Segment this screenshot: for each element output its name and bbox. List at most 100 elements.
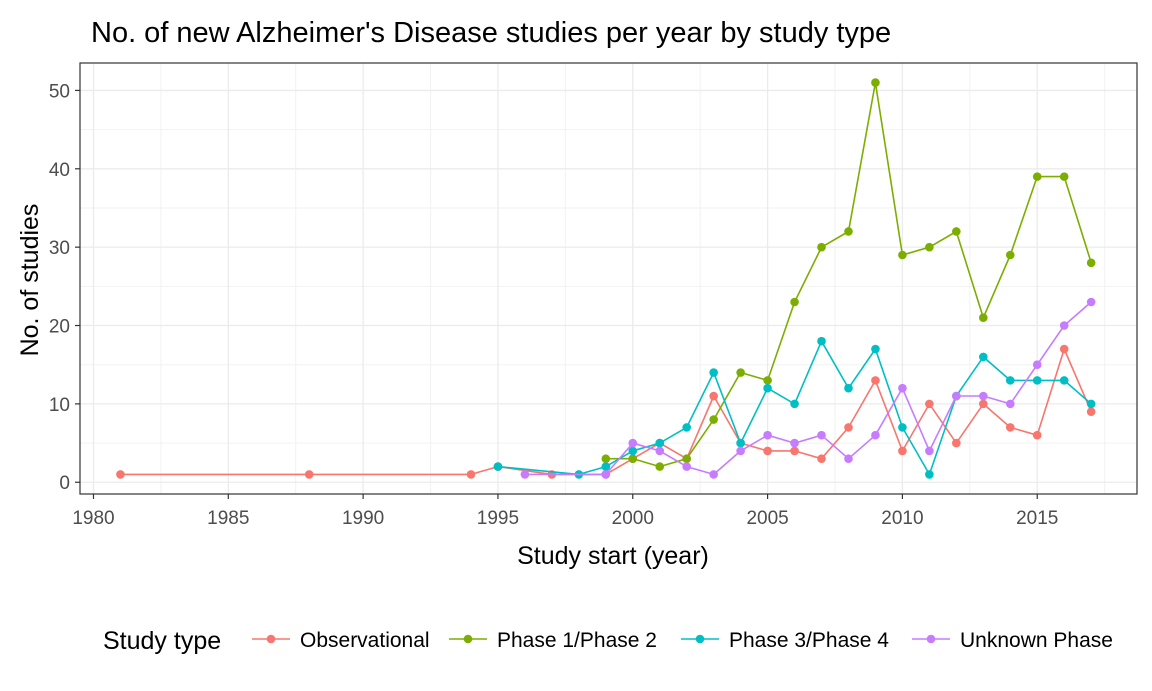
legend-key-point: [463, 634, 473, 644]
legend-label: Phase 3/Phase 4: [729, 629, 889, 652]
data-point-observational: [466, 470, 476, 479]
data-point-unknown-phase: [682, 462, 691, 471]
data-point-unknown-phase: [844, 454, 853, 464]
data-point-unknown-phase: [1005, 399, 1015, 409]
data-point-phase-3-phase-4: [1032, 376, 1042, 385]
data-point-unknown-phase: [871, 430, 880, 440]
data-point-phase-3-phase-4: [628, 446, 638, 456]
series-layer: [116, 78, 1096, 479]
x-axis-title: Study start (year): [517, 542, 709, 570]
data-point-unknown-phase: [655, 446, 665, 456]
data-point-unknown-phase: [1086, 297, 1096, 307]
series-phase-3-phase-4: [493, 336, 1096, 479]
data-point-unknown-phase: [763, 430, 772, 440]
series-unknown-phase: [520, 297, 1096, 479]
data-point-unknown-phase: [628, 438, 638, 448]
data-point-phase-1-phase-2: [925, 242, 934, 252]
data-point-phase-3-phase-4: [1059, 376, 1069, 385]
data-point-unknown-phase: [736, 446, 745, 456]
data-point-phase-3-phase-4: [1005, 376, 1015, 385]
data-point-unknown-phase: [952, 391, 961, 401]
data-point-phase-1-phase-2: [1059, 172, 1069, 181]
data-point-phase-1-phase-2: [790, 297, 799, 307]
x-tick-label: 1980: [72, 508, 114, 529]
data-point-observational: [952, 438, 961, 448]
data-point-observational: [1005, 423, 1015, 432]
series-line-unknown-phase: [524, 301, 1092, 476]
data-point-phase-1-phase-2: [655, 462, 665, 471]
legend-item-unknown-phase: Unknown Phase: [912, 629, 1113, 652]
legend: Study type Observational Phase 1/Phase 2 P…: [103, 627, 1113, 655]
data-point-unknown-phase: [817, 430, 826, 440]
data-point-phase-1-phase-2: [763, 376, 772, 385]
data-point-phase-1-phase-2: [817, 242, 826, 252]
data-point-phase-3-phase-4: [871, 344, 880, 354]
data-point-unknown-phase: [790, 438, 799, 448]
data-point-observational: [1032, 430, 1042, 440]
data-point-unknown-phase: [979, 391, 988, 401]
data-point-phase-1-phase-2: [682, 454, 691, 464]
x-tick-label: 2010: [881, 508, 923, 529]
x-tick-label: 2000: [612, 508, 654, 529]
data-point-phase-3-phase-4: [790, 399, 799, 409]
data-point-observational: [709, 391, 718, 401]
data-point-phase-1-phase-2: [628, 454, 638, 464]
legend-item-observational: Observational: [252, 629, 430, 652]
legend-item-phase-3-phase-4: Phase 3/Phase 4: [681, 629, 889, 652]
data-point-observational: [844, 423, 853, 432]
y-tick-label: 50: [49, 81, 70, 102]
data-point-observational: [979, 399, 988, 409]
legend-title: Study type: [103, 627, 221, 655]
series-line-observational: [120, 348, 1092, 476]
data-point-phase-3-phase-4: [736, 438, 745, 448]
data-point-phase-1-phase-2: [1032, 172, 1042, 181]
data-point-phase-1-phase-2: [952, 227, 961, 236]
x-tick-label: 1990: [342, 508, 384, 529]
data-point-observational: [925, 399, 934, 409]
y-tick-label: 0: [59, 473, 70, 494]
data-point-phase-3-phase-4: [601, 462, 611, 471]
data-point-phase-3-phase-4: [844, 383, 853, 393]
x-tick-label: 1995: [477, 508, 519, 529]
data-point-unknown-phase: [1059, 321, 1069, 330]
legend-label: Observational: [300, 629, 430, 652]
x-tick-label: 1985: [207, 508, 249, 529]
grid: [80, 63, 1137, 494]
data-point-phase-1-phase-2: [979, 313, 988, 322]
data-point-observational: [817, 454, 826, 464]
data-point-observational: [1086, 407, 1096, 417]
data-point-phase-1-phase-2: [1086, 258, 1096, 268]
x-tick-label: 2005: [746, 508, 788, 529]
data-point-unknown-phase: [898, 383, 907, 393]
y-tick-label: 10: [49, 395, 70, 416]
x-tick-label: 2015: [1016, 508, 1058, 529]
data-point-observational: [871, 376, 880, 385]
data-point-phase-3-phase-4: [1086, 399, 1096, 409]
y-tick-label: 30: [49, 238, 70, 259]
legend-item-phase-1-phase-2: Phase 1/Phase 2: [449, 629, 657, 652]
legend-key-point: [926, 634, 936, 644]
data-point-unknown-phase: [1032, 360, 1042, 370]
data-point-phase-3-phase-4: [979, 352, 988, 362]
data-point-observational: [116, 470, 125, 479]
data-point-phase-1-phase-2: [736, 368, 745, 377]
series-line-phase-1-phase-2: [605, 81, 1092, 468]
data-point-phase-3-phase-4: [682, 423, 691, 432]
y-axis-title: No. of studies: [16, 204, 44, 357]
data-point-unknown-phase: [520, 470, 530, 479]
legend-label: Unknown Phase: [960, 629, 1113, 652]
data-point-phase-3-phase-4: [898, 423, 907, 432]
y-axis: 0 10 20 30 40 50: [49, 81, 80, 494]
data-point-phase-3-phase-4: [817, 336, 826, 346]
data-point-phase-3-phase-4: [763, 383, 772, 393]
legend-items: Observational Phase 1/Phase 2 Phase 3/Phas…: [252, 629, 1113, 652]
data-point-phase-1-phase-2: [1005, 250, 1015, 260]
data-point-phase-3-phase-4: [925, 470, 934, 479]
data-point-observational: [898, 446, 907, 456]
data-point-phase-1-phase-2: [601, 454, 611, 464]
data-point-phase-3-phase-4: [655, 438, 665, 448]
data-point-phase-1-phase-2: [709, 415, 718, 424]
panel-border: [79, 62, 1138, 495]
legend-key-point: [695, 634, 705, 644]
